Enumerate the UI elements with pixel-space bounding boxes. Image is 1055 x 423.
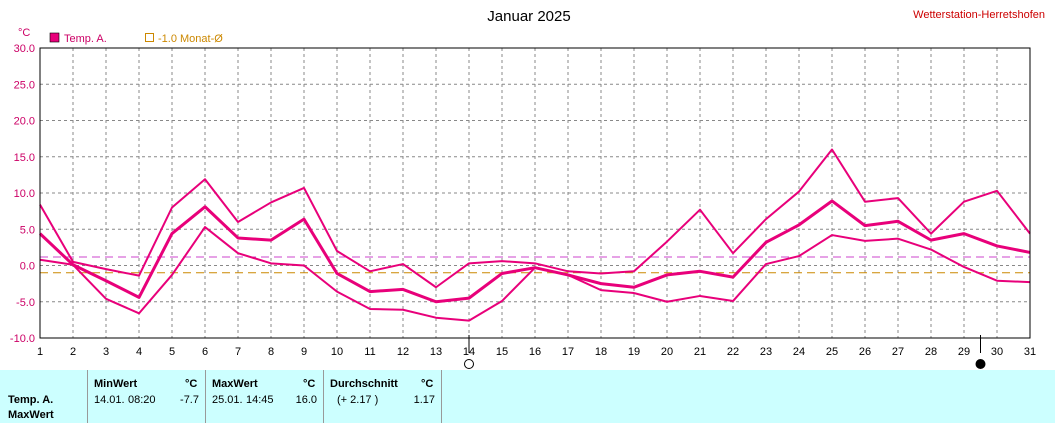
y-tick-label: -5.0 <box>16 297 35 309</box>
x-tick-label: 8 <box>268 346 274 358</box>
x-tick-label: 28 <box>925 346 937 358</box>
y-tick-label: 30.0 <box>14 43 35 55</box>
stats-row-label: MaxWert <box>8 409 54 421</box>
x-tick-label: 16 <box>529 346 541 358</box>
x-tick-label: 6 <box>202 346 208 358</box>
x-tick-label: 25 <box>826 346 838 358</box>
chart-title: Januar 2025 <box>487 8 570 25</box>
min-date: 14.01. <box>94 394 125 406</box>
max-header: MaxWert <box>212 378 258 390</box>
legend-swatch-temp <box>49 32 60 43</box>
min-time: 08:20 <box>128 394 156 406</box>
statistics-table: Temp. A. MaxWert MinWert °C 14.01. 08:20… <box>0 370 1055 423</box>
moon-phases <box>464 335 986 369</box>
y-tick-label: 0.0 <box>20 261 35 273</box>
x-tick-label: 18 <box>595 346 607 358</box>
tick-labels: 30.025.020.015.010.05.00.0-5.0-10.01 2 3 4 5… <box>10 43 1036 358</box>
max-value: 16.0 <box>295 394 317 406</box>
avg-value: 1.17 <box>413 394 435 406</box>
x-tick-label: 22 <box>727 346 739 358</box>
x-tick-label: 31 <box>1024 346 1036 358</box>
axes <box>39 47 1031 339</box>
min-value: -7.7 <box>180 394 199 406</box>
y-tick-label: 10.0 <box>14 188 35 200</box>
stats-divider <box>441 370 442 423</box>
x-tick-label: 10 <box>331 346 343 358</box>
reference-lines <box>40 256 1030 274</box>
series-line-max <box>39 148 1031 289</box>
x-tick-label: 20 <box>661 346 673 358</box>
x-tick-label: 11 <box>364 346 375 358</box>
stats-divider <box>323 370 324 423</box>
station-name: Wetterstation-Herretshofen <box>913 9 1045 21</box>
grid <box>40 48 1030 338</box>
stats-divider <box>205 370 206 423</box>
new-moon-icon <box>975 359 986 369</box>
y-axis-unit: °C <box>18 27 30 39</box>
avg-header: Durchschnitt <box>330 378 398 390</box>
y-tick-label: 5.0 <box>20 224 35 236</box>
x-tick-label: 21 <box>694 346 706 358</box>
legend-swatch-month-avg <box>145 33 154 42</box>
max-unit: °C <box>303 378 316 390</box>
avg-delta: (+ 2.17 ) <box>337 394 379 406</box>
x-tick-label: 15 <box>496 346 508 358</box>
x-tick-label: 26 <box>859 346 871 358</box>
y-tick-label: 15.0 <box>14 152 35 164</box>
x-tick-label: 2 <box>70 346 76 358</box>
min-header: MinWert <box>94 378 138 390</box>
y-tick-label: 20.0 <box>14 116 35 128</box>
plot-frame <box>39 47 1031 339</box>
x-tick-label: 29 <box>958 346 970 358</box>
x-tick-label: 7 <box>235 346 241 358</box>
x-tick-label: 19 <box>628 346 640 358</box>
x-tick-label: 27 <box>892 346 904 358</box>
min-unit: °C <box>185 378 198 390</box>
x-tick-label: 9 <box>301 346 307 358</box>
series-line-min <box>39 226 1031 322</box>
x-tick-label: 3 <box>103 346 109 358</box>
x-tick-label: 12 <box>397 346 409 358</box>
x-tick-label: 1 <box>37 346 43 358</box>
max-date: 25.01. <box>212 394 243 406</box>
x-tick-label: 30 <box>991 346 1003 358</box>
x-tick-label: 13 <box>430 346 442 358</box>
y-tick-label: -10.0 <box>10 333 35 345</box>
x-tick-label: 5 <box>169 346 175 358</box>
legend-label-month-avg: -1.0 Monat-Ø <box>158 33 223 45</box>
x-tick-label: 17 <box>562 346 574 358</box>
max-time: 14:45 <box>246 394 274 406</box>
stats-row-label: Temp. A. <box>8 394 54 406</box>
full-moon-icon <box>464 359 474 369</box>
y-tick-label: 25.0 <box>14 79 35 91</box>
x-tick-label: 23 <box>760 346 772 358</box>
temperature-chart: Januar 2025 Wetterstation-Herretshofen °… <box>10 8 1045 369</box>
legend-label-temp: Temp. A. <box>64 33 107 45</box>
avg-unit: °C <box>421 378 434 390</box>
stats-divider <box>87 370 88 423</box>
x-tick-label: 24 <box>793 346 805 358</box>
x-tick-label: 4 <box>136 346 142 358</box>
series-lines <box>38 148 1031 322</box>
